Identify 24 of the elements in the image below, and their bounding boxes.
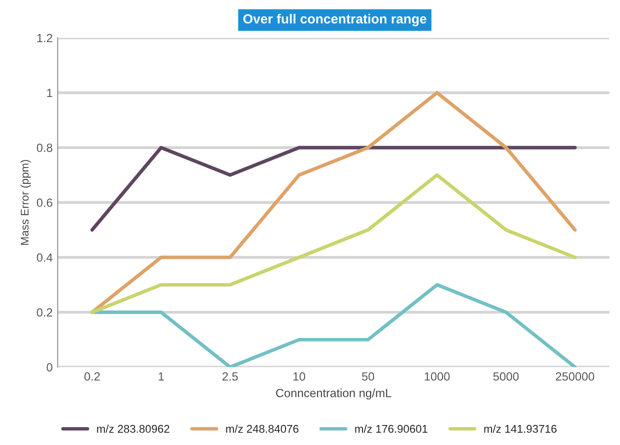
y-tick-label: 0.4: [36, 253, 52, 262]
line-series: [90, 173, 577, 314]
line-series: [90, 283, 577, 368]
x-tick-label: 2.5: [222, 372, 238, 381]
y-tick-label: 0: [46, 363, 52, 372]
legend-label: m/z 176.90601: [355, 424, 428, 433]
chart-title: Over full concentration range: [243, 14, 426, 26]
y-tick-label: 1: [47, 88, 52, 97]
y-tick-label: 0.2: [36, 308, 52, 317]
x-tick-label: 1: [158, 372, 164, 381]
y-axis-title: Mass Error (ppm): [20, 160, 31, 245]
x-tick-label: 0.2: [84, 372, 100, 381]
y-tick-label: 1.2: [37, 34, 52, 42]
legend-label: m/z 248.84076: [226, 424, 298, 433]
x-tick-label: 1000: [424, 372, 450, 381]
legend-label: m/z 283.80962: [97, 424, 170, 433]
y-tick-label: 0.8: [36, 144, 52, 152]
y-tick-label: 0.6: [36, 198, 52, 207]
x-tick-label: 50: [362, 372, 374, 381]
x-tick-label: 10: [293, 372, 306, 381]
x-tick-label: 5000: [493, 372, 519, 381]
legend-label: m/z 141.93716: [484, 424, 557, 433]
x-tick-label: 250000: [556, 372, 594, 381]
x-axis-title: Conncentration ng/mL: [276, 388, 392, 400]
